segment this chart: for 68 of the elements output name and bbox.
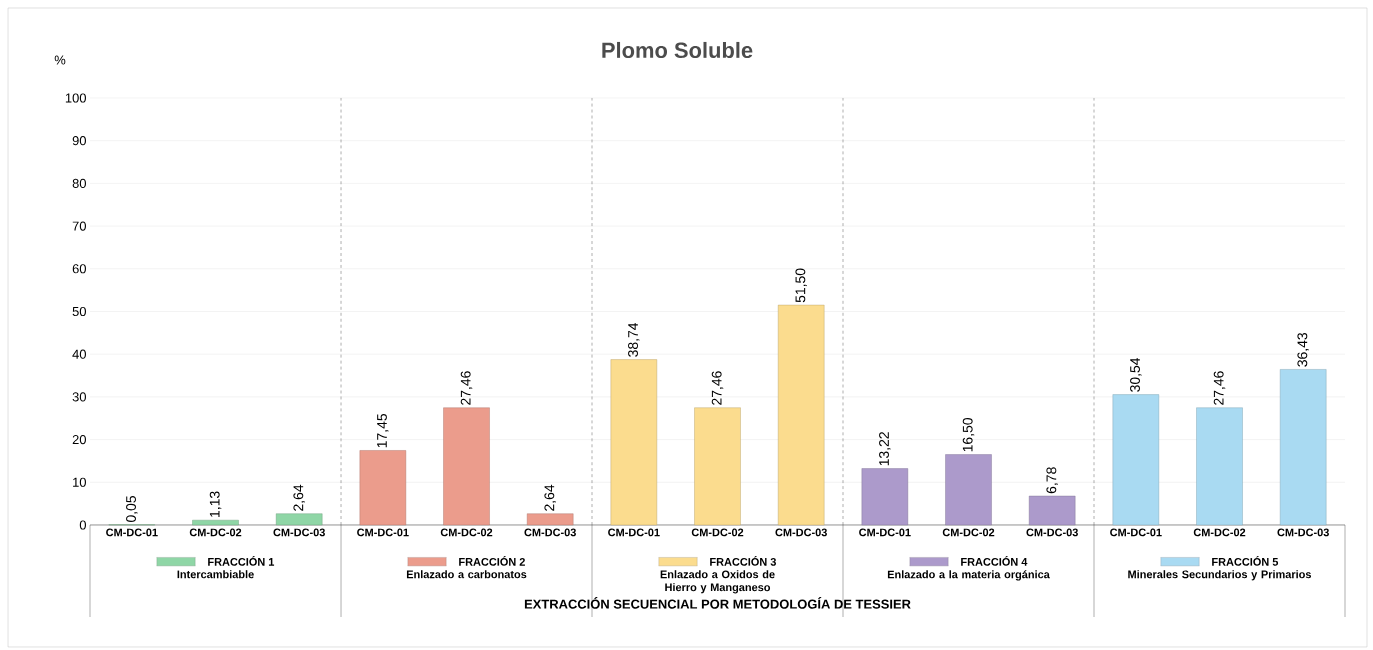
data-label: 51,50 — [795, 268, 807, 303]
bar — [945, 454, 992, 526]
x-tick-label: CM-DC-02 — [691, 528, 744, 537]
bar — [694, 407, 741, 526]
bar — [777, 304, 825, 526]
chart-title: Plomo Soluble — [602, 41, 753, 59]
data-label: 36,43 — [1297, 332, 1309, 367]
x-tick-label: CM-DC-03 — [775, 528, 827, 537]
x-tick-label: CM-DC-02 — [1193, 528, 1246, 537]
y-tick-label: 0 — [79, 520, 86, 530]
data-label: 1,13 — [209, 491, 222, 517]
y-tick-label: 50 — [72, 306, 86, 317]
bar — [526, 513, 574, 526]
text: Minerales Secundarios y Primarios — [1128, 570, 1312, 581]
bar — [610, 359, 658, 526]
y-tick-label: 100 — [65, 93, 86, 103]
x-tick-label: CM-DC-01 — [608, 528, 660, 537]
y-tick-label: 10 — [73, 477, 86, 487]
legend-label: FRACCIÓN 2 — [459, 555, 525, 566]
y-tick-label: 90 — [72, 136, 86, 146]
legend-label: FRACCIÓN 4 — [961, 555, 1028, 566]
legend-label: FRACCIÓN 1 — [208, 555, 275, 566]
data-label: 30,54 — [1130, 357, 1142, 392]
bar — [359, 450, 407, 526]
bar — [275, 513, 323, 526]
data-label: 0,05 — [126, 496, 138, 523]
data-label: 13,22 — [879, 432, 891, 466]
bar — [443, 407, 490, 526]
data-label: 2,64 — [293, 484, 305, 511]
x-tick-label: CM-DC-03 — [524, 528, 576, 537]
data-label: 27,46 — [711, 371, 724, 405]
text: Enlazado a la materia orgánica — [887, 570, 1050, 581]
y-tick-label: 30 — [72, 392, 86, 402]
y-tick-label: 20 — [72, 435, 86, 445]
y-tick-label: 60 — [72, 264, 86, 274]
bar — [1028, 495, 1076, 526]
bar — [861, 468, 909, 526]
x-tick-label: CM-DC-02 — [942, 528, 995, 537]
y-tick-label: 40 — [72, 349, 86, 359]
x-tick-label: CM-DC-03 — [1277, 528, 1329, 537]
data-label: 38,74 — [628, 322, 640, 357]
bar — [192, 519, 239, 526]
data-label: 2,64 — [544, 484, 556, 511]
y-tick-label: 70 — [72, 221, 86, 231]
bar — [1196, 407, 1243, 526]
bar — [1112, 394, 1160, 526]
legend-label: FRACCIÓN 5 — [1212, 555, 1279, 566]
legend-label: FRACCIÓN 3 — [710, 555, 776, 566]
data-label: 17,45 — [377, 413, 389, 448]
x-tick-label: CM-DC-01 — [106, 528, 158, 537]
data-label: 27,46 — [1213, 371, 1226, 405]
text: Enlazado a Oxidos de Hierro y Manganeso — [660, 570, 775, 594]
y-tick-label: 80 — [72, 178, 86, 188]
data-label: 6,78 — [1046, 467, 1058, 494]
data-label: 16,50 — [962, 417, 975, 452]
x-tick-label: CM-DC-02 — [440, 528, 493, 537]
text: Enlazado a carbonatos — [406, 570, 527, 579]
x-tick-label: CM-DC-01 — [1110, 528, 1162, 537]
x-tick-label: CM-DC-03 — [1026, 528, 1078, 537]
x-tick-label: CM-DC-01 — [859, 528, 911, 537]
x-axis-title: EXTRACCIÓN SECUENCIAL POR METODOLOGÍA DE TESSIER — [524, 597, 911, 609]
text: Intercambiable — [177, 570, 254, 579]
x-tick-label: CM-DC-03 — [273, 528, 325, 537]
y-axis-title: % — [54, 55, 66, 65]
x-tick-label: CM-DC-02 — [189, 528, 242, 537]
data-label: 27,46 — [460, 371, 473, 405]
bar — [1279, 369, 1327, 526]
x-tick-label: CM-DC-01 — [357, 528, 409, 537]
